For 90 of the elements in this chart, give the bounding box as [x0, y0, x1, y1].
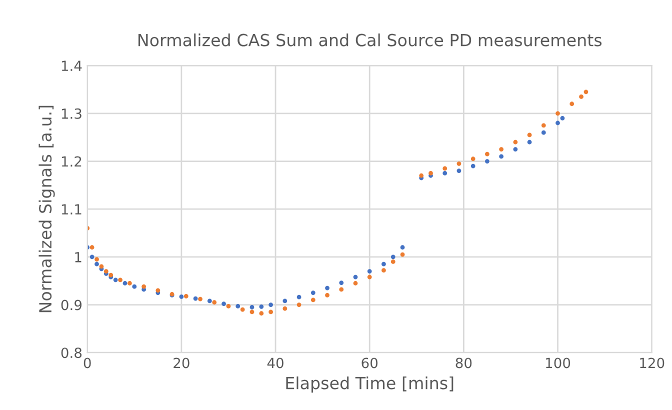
point [584, 90, 588, 94]
point [198, 296, 202, 302]
x-tick-label: 40 [267, 358, 284, 368]
point [353, 274, 358, 280]
point [382, 262, 386, 266]
point [367, 274, 372, 280]
y-tick-label: 1.1 [62, 204, 82, 214]
point [556, 111, 560, 116]
point [442, 171, 448, 176]
point [236, 304, 240, 308]
x-tick-label: 0 [84, 358, 91, 368]
point [470, 156, 476, 162]
x-axis-title: Elapsed Time [mins] [286, 376, 454, 393]
point [113, 278, 118, 282]
point [240, 307, 245, 312]
point [122, 281, 128, 286]
point [296, 294, 302, 300]
point [400, 245, 405, 250]
x-tick-label: 80 [456, 358, 472, 368]
point [128, 281, 132, 286]
y-tick-label: 1 [75, 252, 82, 262]
point [156, 288, 160, 293]
point [400, 252, 405, 257]
point [259, 311, 264, 316]
point [184, 294, 188, 298]
point [296, 302, 302, 307]
y-tick-label: 0.8 [61, 348, 82, 358]
y-tick-label: 1.2 [62, 156, 82, 167]
point [325, 293, 330, 298]
point [541, 130, 546, 135]
point [382, 268, 386, 273]
point [310, 298, 316, 302]
point [428, 171, 433, 176]
point [90, 245, 94, 250]
point [470, 164, 476, 168]
chart-title: Normalized CAS Sum and Cal Source PD measurements [138, 33, 602, 46]
point [179, 294, 184, 299]
point [104, 269, 108, 274]
y-axis-title: Normalized Signals [a.u.] [38, 106, 55, 312]
y-tick-label: 0.9 [61, 300, 82, 310]
x-tick-label: 120 [640, 358, 664, 368]
point [90, 254, 94, 260]
point [207, 298, 212, 304]
point [250, 310, 254, 314]
point [99, 264, 104, 269]
point [499, 154, 504, 159]
point [513, 140, 518, 144]
point [560, 116, 565, 120]
point [193, 296, 198, 301]
point [485, 159, 490, 164]
point [556, 120, 560, 126]
point [250, 304, 254, 310]
x-tick-label: 60 [362, 358, 378, 368]
x-tick-label: 100 [546, 358, 570, 368]
point [339, 280, 344, 285]
point [499, 147, 504, 152]
point [390, 260, 396, 264]
y-tick-label: 1.3 [62, 108, 82, 119]
point [390, 254, 396, 260]
point [132, 284, 137, 289]
y-tick-label: 1.4 [62, 60, 82, 71]
point [442, 166, 448, 171]
point [212, 300, 217, 305]
point [118, 278, 122, 282]
point [570, 102, 574, 106]
point [456, 161, 462, 166]
point [268, 302, 274, 307]
point [94, 257, 99, 262]
point [367, 269, 372, 274]
x-tick-label: 20 [174, 358, 190, 368]
point [541, 123, 546, 128]
point [282, 298, 288, 304]
point [527, 132, 532, 138]
point [94, 262, 99, 266]
point [456, 168, 462, 174]
point [339, 287, 344, 292]
point [419, 173, 424, 178]
point [142, 284, 146, 289]
point [579, 94, 584, 99]
point [222, 302, 226, 306]
point [226, 304, 231, 308]
point [353, 281, 358, 286]
point [268, 310, 274, 314]
point [310, 290, 316, 296]
point [259, 304, 264, 309]
point [325, 286, 330, 290]
point [513, 147, 518, 152]
point [485, 152, 490, 156]
point [527, 140, 532, 144]
point [282, 306, 288, 311]
